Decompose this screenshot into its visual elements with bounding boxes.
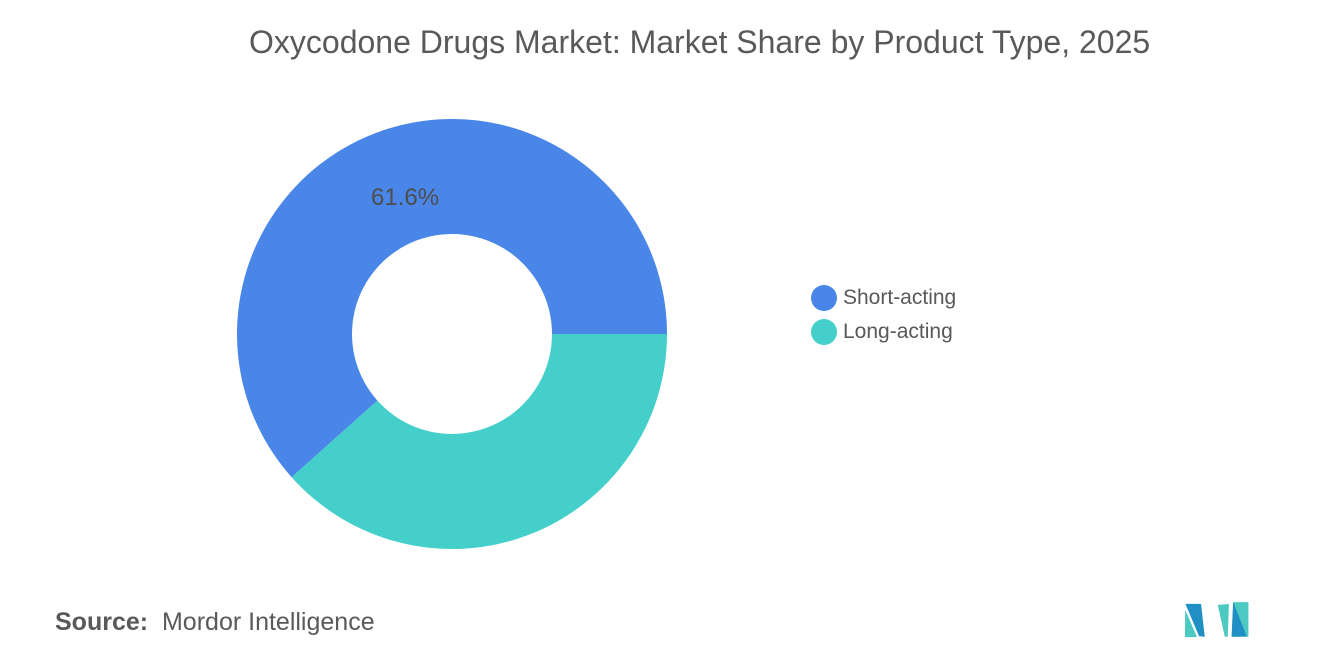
- svg-text:61.6%: 61.6%: [371, 184, 439, 211]
